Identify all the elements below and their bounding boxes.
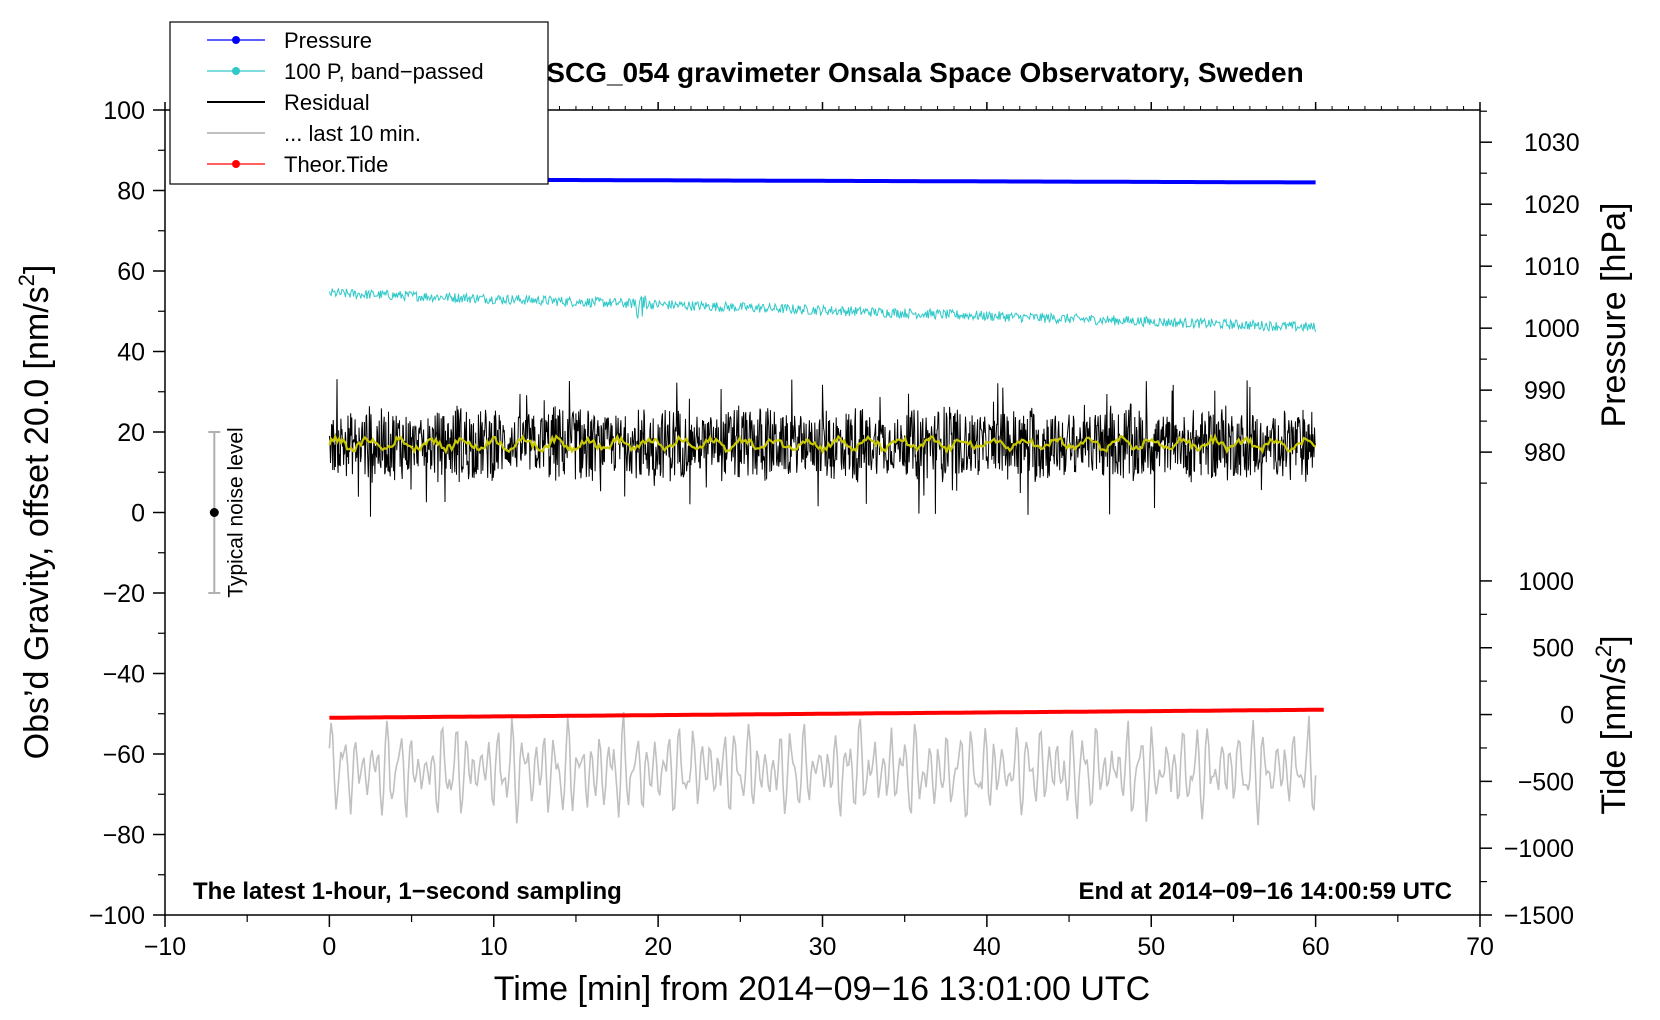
tide-axis-label: Tide [nm/s2]: [1591, 635, 1633, 814]
axes-group: −10 0 10 20 30 40 50 60 70−100−80−60−40−20020406…: [89, 97, 1580, 961]
tide-tick-label: −1500: [1504, 902, 1574, 930]
pressure-tick-label: 1000: [1524, 315, 1580, 343]
x-tick-label: 30: [809, 933, 837, 961]
last-10-min-series: [328, 712, 1317, 826]
noise-bar-center-dot: [209, 508, 219, 517]
x-tick-label: 40: [973, 933, 1001, 961]
y-tick-label: −60: [103, 741, 145, 769]
legend-marker: [232, 67, 240, 75]
pressure-tick-label: 980: [1524, 439, 1566, 467]
noise-bar-group: Typical noise level: [208, 427, 247, 598]
chart-title: SCG_054 gravimeter Onsala Space Observat…: [546, 57, 1303, 88]
annotation-left: The latest 1-hour, 1−second sampling: [193, 878, 622, 905]
x-tick-label: 10: [480, 933, 508, 961]
x-tick-label: 50: [1137, 933, 1165, 961]
residual-smoothed-series: [328, 433, 1317, 455]
legend-marker: [232, 36, 240, 44]
legend-label: 100 P, band−passed: [284, 59, 484, 84]
x-tick-label: 60: [1302, 933, 1330, 961]
x-tick-label: −10: [144, 933, 186, 961]
y-tick-label: 80: [117, 178, 145, 206]
tide-tick-label: 1000: [1518, 568, 1574, 596]
tide-tick-label: 500: [1532, 635, 1574, 663]
legend-label: Pressure: [284, 28, 372, 53]
x-tick-label: 20: [644, 933, 672, 961]
y-tick-label: 40: [117, 339, 145, 367]
y-tick-label: 100: [103, 97, 145, 125]
x-tick-label: 0: [322, 933, 336, 961]
pressure-tick-label: 1030: [1524, 129, 1580, 157]
y-tick-label: −80: [103, 822, 145, 850]
tide-axis-label-sup: 2: [1591, 645, 1616, 657]
y-tick-label: −100: [89, 902, 145, 930]
tide-tick-label: −1000: [1504, 835, 1574, 863]
plot-frame: [164, 109, 1481, 916]
legend-marker: [232, 160, 240, 168]
tide-tick-label: −500: [1518, 768, 1574, 796]
pressure-tick-label: 1010: [1524, 253, 1580, 281]
y-tick-label: 60: [117, 258, 145, 286]
y-axis-label-close: ]: [18, 265, 56, 274]
x-axis-label: Time [min] from 2014−09−16 13:01:00 UTC: [494, 970, 1150, 1008]
pressure-axis-label: Pressure [hPa]: [1595, 203, 1633, 428]
y-axis-label-main: Obs’d Gravity, offset 20.0 [nm/s: [18, 286, 56, 759]
legend-label: Residual: [284, 90, 370, 115]
band-passed-pressure-series: [328, 287, 1317, 333]
legend-label: ... last 10 min.: [284, 121, 421, 146]
pressure-tick-label: 1020: [1524, 191, 1580, 219]
pressure-tick-label: 990: [1524, 377, 1566, 405]
y-tick-label: −20: [103, 580, 145, 608]
x-tick-label: 70: [1466, 933, 1494, 961]
annotation-right: End at 2014−09−16 14:00:59 UTC: [1078, 878, 1452, 905]
y-tick-label: 0: [131, 500, 145, 528]
legend-label: Theor.Tide: [284, 152, 388, 177]
tide-axis-label-close: ]: [1595, 635, 1633, 644]
y-tick-label: −40: [103, 661, 145, 689]
tide-tick-label: 0: [1560, 702, 1574, 730]
y-axis-label-sup: 2: [14, 274, 39, 286]
theor-tide-series: [329, 707, 1324, 720]
legend: Pressure 100 P, band−passed Residual ... la…: [169, 21, 549, 185]
y-tick-label: 20: [117, 419, 145, 447]
noise-bar-label: Typical noise level: [224, 427, 247, 597]
y-axis-label: Obs’d Gravity, offset 20.0 [nm/s2]: [14, 265, 56, 760]
tide-axis-label-main: Tide [nm/s: [1595, 657, 1633, 814]
residual-series: [328, 379, 1317, 517]
